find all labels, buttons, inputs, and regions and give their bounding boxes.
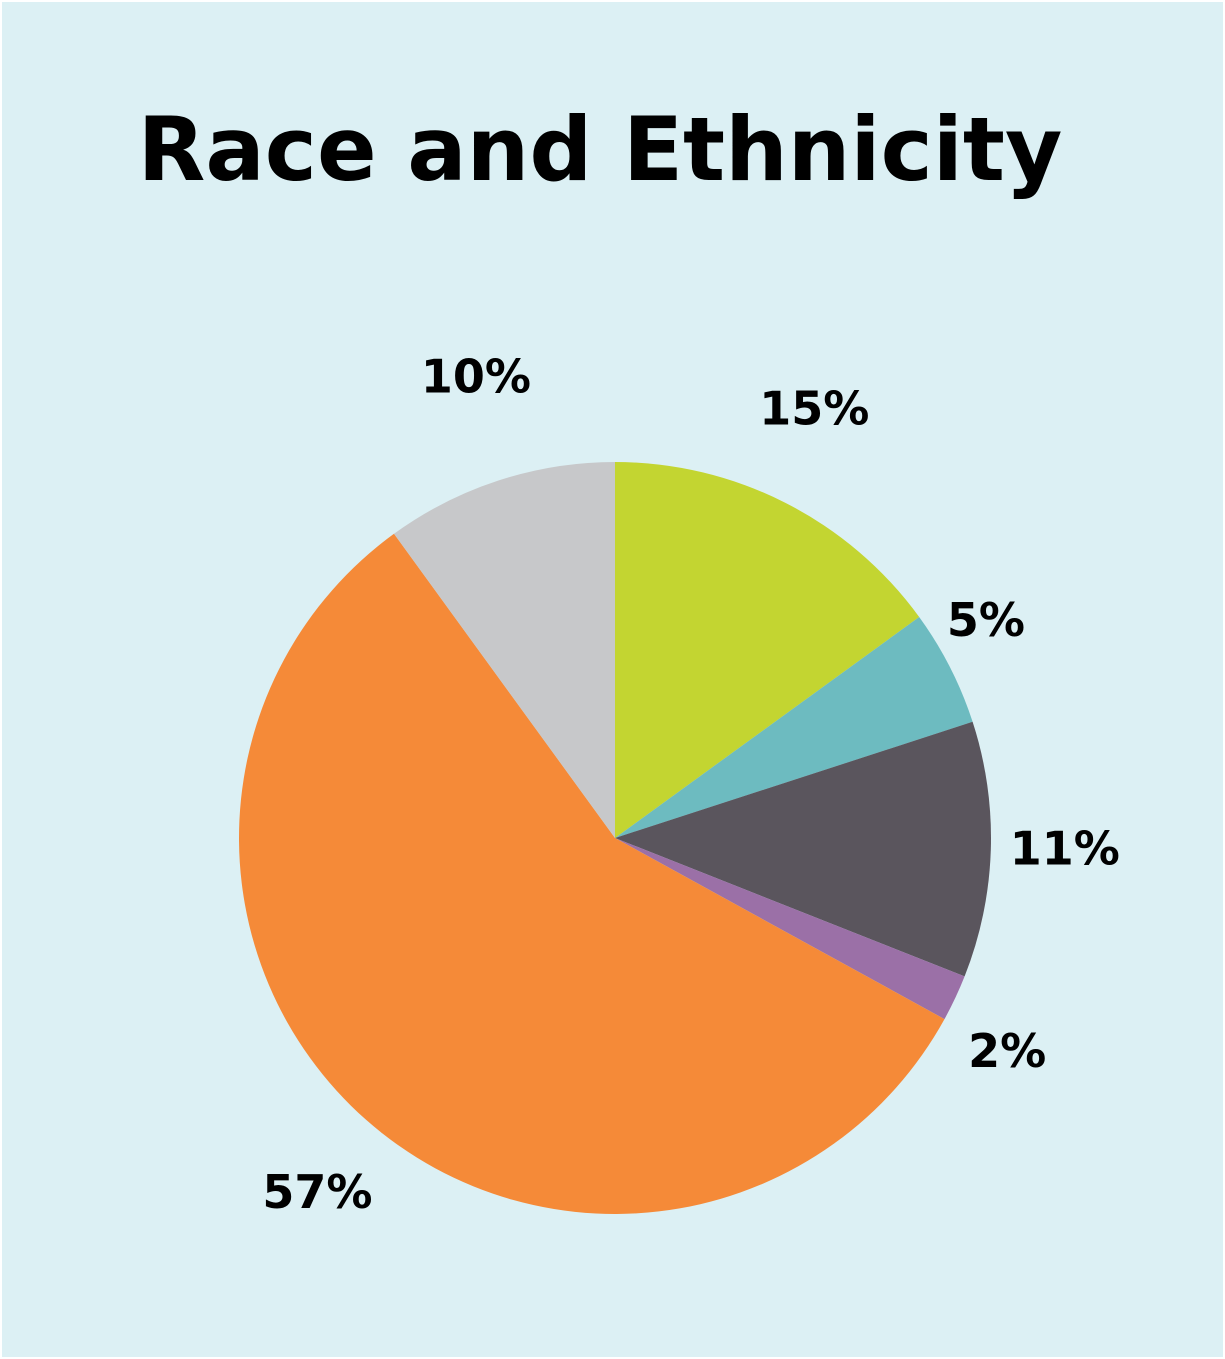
pie-labels: 15% 5% 11% 2% 57% 10% — [262, 350, 1119, 1220]
pie-slice-3 — [615, 838, 965, 1020]
pie-slice-label-4: 57% — [262, 1165, 372, 1219]
pie-slice-4 — [239, 533, 945, 1215]
pie-slice-2 — [615, 721, 991, 977]
pie-slice-label-5: 10% — [421, 350, 531, 404]
pie-slice-label-3: 2% — [968, 1024, 1046, 1078]
pie-slices — [239, 462, 991, 1215]
pie-slice-0 — [615, 462, 920, 838]
pie-slice-label-0: 15% — [759, 382, 869, 436]
chart-title: Race and Ethnicity — [137, 98, 1063, 201]
pie-slice-5 — [393, 462, 615, 838]
pie-slice-1 — [615, 616, 973, 838]
pie-slice-label-2: 11% — [1010, 822, 1120, 876]
pie-slice-label-1: 5% — [947, 593, 1025, 647]
